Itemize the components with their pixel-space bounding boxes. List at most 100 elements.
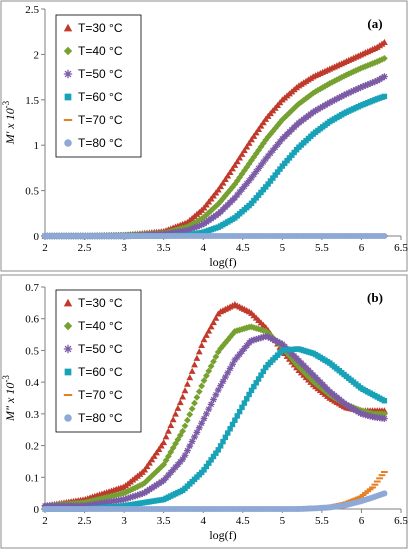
panel-label: (b) <box>367 290 383 305</box>
data-point <box>174 461 182 468</box>
data-point <box>143 462 151 470</box>
data-point <box>305 93 312 101</box>
data-point <box>212 391 220 399</box>
data-point <box>191 224 198 232</box>
data-point <box>231 356 239 364</box>
data-point <box>138 490 146 498</box>
data-point <box>257 161 265 169</box>
data-point <box>155 465 163 473</box>
data-point <box>276 339 284 347</box>
data-point <box>281 160 288 167</box>
data-point <box>274 169 281 175</box>
data-point <box>297 98 305 106</box>
data-point <box>200 415 208 423</box>
data-point <box>250 171 258 179</box>
data-point <box>231 194 239 202</box>
data-point <box>210 396 217 403</box>
data-point <box>335 94 343 102</box>
data-point <box>226 168 234 175</box>
data-point <box>136 491 144 498</box>
data-point <box>229 421 236 428</box>
x-tick-label: 2.5 <box>78 242 92 254</box>
data-point <box>326 80 334 87</box>
data-point <box>343 71 350 79</box>
data-point <box>205 209 213 217</box>
data-point <box>289 152 295 158</box>
legend-label: T=40 °C <box>78 319 123 333</box>
data-point <box>191 361 198 368</box>
data-point <box>188 225 196 233</box>
data-point <box>162 457 170 464</box>
legend-label: T=80 °C <box>78 136 123 150</box>
data-point <box>127 494 134 501</box>
data-point <box>264 152 272 160</box>
y-tick-label: 0.1 <box>25 472 39 484</box>
data-point <box>195 388 203 396</box>
data-point <box>233 177 241 185</box>
data-point <box>314 105 322 113</box>
data-point <box>186 442 194 450</box>
legend-label: T=40 °C <box>78 44 123 58</box>
data-point <box>143 477 151 484</box>
data-point <box>205 405 213 413</box>
data-point <box>193 354 201 361</box>
data-point <box>179 427 187 435</box>
x-tick-label: 6.5 <box>394 242 408 254</box>
data-point <box>131 492 139 500</box>
data-point <box>129 493 137 501</box>
data-point <box>267 130 274 138</box>
data-point <box>263 364 269 371</box>
data-point <box>350 68 357 76</box>
y-tick-label: 0.2 <box>25 441 39 453</box>
legend-marker <box>63 23 73 32</box>
legend-label: T=30 °C <box>78 296 123 310</box>
data-point <box>366 80 374 87</box>
x-tick-label: 4 <box>200 242 206 254</box>
data-point <box>253 380 259 386</box>
data-point <box>269 335 277 343</box>
data-point <box>229 183 236 191</box>
data-point <box>260 186 267 193</box>
data-point <box>250 336 258 344</box>
data-point <box>155 445 163 452</box>
data-point <box>207 323 215 330</box>
x-tick-label: 4.5 <box>236 242 250 254</box>
y-tick-label: 0 <box>34 231 40 243</box>
data-point <box>264 333 272 341</box>
data-point <box>198 419 206 427</box>
y-tick-label: 1 <box>34 140 40 152</box>
y-tick-label: 2.5 <box>25 4 39 16</box>
data-point <box>219 179 227 186</box>
data-point <box>319 84 327 91</box>
data-point <box>258 189 264 196</box>
data-point <box>172 463 179 471</box>
data-point <box>214 348 222 356</box>
y-tick-label: 0.5 <box>25 345 39 357</box>
data-point <box>174 404 182 411</box>
data-point <box>186 374 194 381</box>
data-point <box>217 382 225 390</box>
data-point <box>202 211 210 219</box>
data-point <box>381 232 388 240</box>
data-point <box>347 404 355 412</box>
data-point <box>243 180 251 187</box>
x-tick-label: 3.5 <box>157 515 171 527</box>
data-point <box>198 382 206 390</box>
data-point <box>362 82 369 89</box>
data-point <box>279 163 286 169</box>
data-point <box>210 318 217 326</box>
data-point <box>220 438 226 445</box>
data-point <box>188 367 196 374</box>
data-point <box>369 79 376 87</box>
legend-marker <box>63 321 73 331</box>
x-tick-label: 2 <box>42 515 48 527</box>
y-tick-label: 0.3 <box>25 409 39 421</box>
data-point <box>380 73 388 81</box>
data-point <box>212 202 220 210</box>
data-point <box>202 331 210 338</box>
data-point <box>169 444 177 452</box>
data-point <box>167 469 175 476</box>
data-point <box>122 495 130 503</box>
data-point <box>215 447 221 453</box>
